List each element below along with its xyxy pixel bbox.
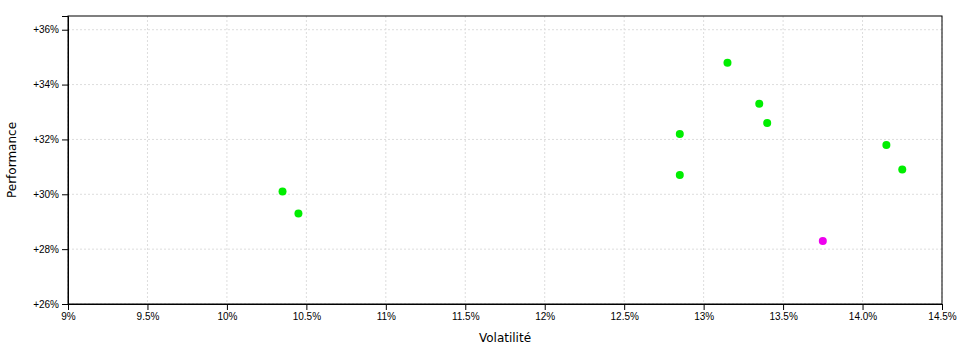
tick: +36% — [33, 24, 68, 35]
tick-label: 14.5% — [928, 311, 956, 322]
tick-mark — [62, 304, 68, 305]
tick-mark — [62, 194, 68, 195]
point — [898, 166, 906, 174]
tick: +26% — [33, 299, 68, 310]
grid-line — [703, 16, 704, 304]
point — [279, 188, 287, 196]
axis-domain — [62, 17, 69, 305]
tick-mark — [147, 304, 148, 310]
grid-line — [544, 16, 545, 304]
tick-mark — [62, 30, 68, 31]
grid-line — [68, 84, 942, 85]
x-axis: 9% 9.5% 10% 10.5% 11% 11.5% 12% 12.5% 13% 13.5% 14… — [61, 304, 957, 322]
tick: 11.5% — [452, 304, 480, 322]
point — [763, 119, 771, 127]
tick: 12% — [535, 304, 555, 322]
tick-label: +30% — [33, 189, 59, 200]
tick-label: 11% — [377, 311, 396, 322]
tick-mark — [863, 304, 864, 310]
tick-mark — [783, 304, 784, 310]
grid-line — [68, 194, 942, 195]
grid-line — [68, 249, 942, 250]
tick-label: 9% — [61, 311, 76, 322]
tick-label: +28% — [33, 244, 59, 255]
grid-line — [306, 16, 307, 304]
tick-mark — [386, 304, 387, 310]
tick: 14.0% — [849, 304, 877, 322]
grid-line — [385, 16, 386, 304]
tick: 14.5% — [928, 304, 956, 322]
y-axis: +26% +28% +30% +32% +34% +36% — [33, 17, 68, 310]
tick-label: 12% — [535, 311, 555, 322]
tick-mark — [545, 304, 546, 310]
grid-line — [226, 16, 227, 304]
grid-line — [783, 16, 784, 304]
tick: 10% — [217, 304, 237, 322]
tick: 11% — [377, 304, 396, 322]
tick: 13.5% — [769, 304, 797, 322]
tick-label: 10.5% — [293, 311, 321, 322]
tick-mark — [62, 85, 68, 86]
tick-mark — [306, 304, 307, 310]
chart: 9% 9.5% 10% 10.5% 11% 11.5% 12% 12.5% 13% 13.5% 14… — [0, 0, 966, 350]
tick-label: 9.5% — [137, 311, 160, 322]
y-axis-title: Performance — [5, 122, 19, 198]
tick: 9.5% — [137, 304, 160, 322]
point — [676, 171, 684, 179]
tick-label: 13.5% — [769, 311, 797, 322]
tick-mark — [942, 304, 943, 310]
tick-label: +34% — [33, 79, 59, 90]
tick-label: 12.5% — [611, 311, 639, 322]
grid-line — [68, 29, 942, 30]
grid-line — [147, 16, 148, 304]
point — [723, 59, 731, 67]
tick: +28% — [33, 244, 68, 255]
tick-label: 14.0% — [849, 311, 877, 322]
grid-line — [862, 16, 863, 304]
grid-y — [68, 30, 942, 304]
tick-label: 11.5% — [452, 311, 480, 322]
grid-x — [68, 16, 942, 304]
tick-label: +26% — [33, 299, 59, 310]
point — [294, 209, 302, 217]
plot-frame — [68, 16, 942, 304]
grid-line — [68, 139, 942, 140]
tick: +34% — [33, 79, 68, 90]
tick-label: +32% — [33, 134, 59, 145]
grid-line — [465, 16, 466, 304]
tick-mark — [62, 249, 68, 250]
tick-label: +36% — [33, 24, 59, 35]
points — [279, 59, 907, 245]
point — [819, 237, 827, 245]
point — [676, 130, 684, 138]
tick: 10.5% — [293, 304, 321, 322]
tick: 12.5% — [611, 304, 639, 322]
tick-mark — [624, 304, 625, 310]
plot: 9% 9.5% 10% 10.5% 11% 11.5% 12% 12.5% 13% 13.5% 14… — [33, 16, 957, 322]
grid-line — [624, 16, 625, 304]
tick-mark — [227, 304, 228, 310]
tick-mark — [704, 304, 705, 310]
tick-label: 10% — [217, 311, 237, 322]
point — [755, 100, 763, 108]
tick: 9% — [61, 304, 76, 322]
tick: +30% — [33, 189, 68, 200]
tick-mark — [465, 304, 466, 310]
point — [882, 141, 890, 149]
tick: 13% — [694, 304, 714, 322]
x-axis-title: Volatilité — [479, 331, 531, 345]
tick-label: 13% — [694, 311, 714, 322]
tick-mark — [62, 139, 68, 140]
axis-domain — [69, 305, 943, 311]
tick: +32% — [33, 134, 68, 145]
